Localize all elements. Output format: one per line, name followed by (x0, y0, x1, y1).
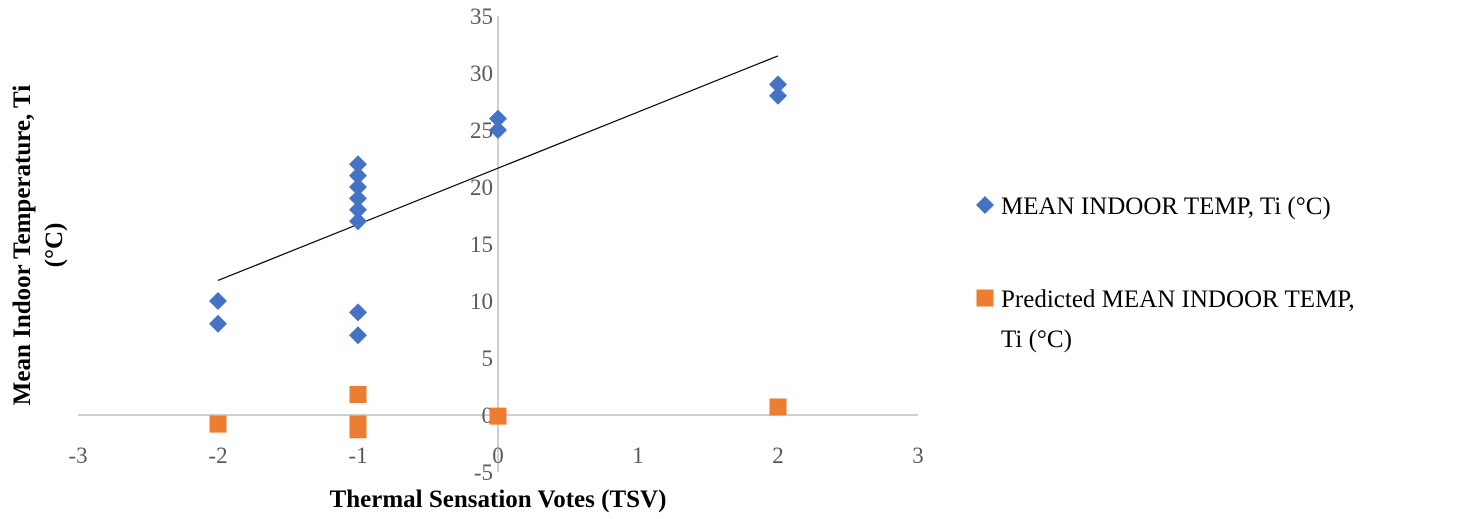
square-marker (489, 407, 507, 425)
x-tick-label: -3 (68, 443, 87, 468)
diamond-marker (349, 326, 367, 345)
trendline (217, 55, 779, 282)
x-tick-label: 0 (492, 443, 504, 468)
legend-label: Ti (°C) (1001, 326, 1072, 353)
x-axis-title: Thermal Sensation Votes (TSV) (330, 486, 667, 513)
y-tick-label: 15 (470, 232, 493, 257)
square-marker (769, 398, 787, 416)
diamond-marker (349, 166, 367, 185)
diamond-marker (769, 86, 787, 105)
diamond-marker (489, 109, 507, 128)
legend-square-marker (976, 289, 994, 307)
y-tick-label: 0 (482, 403, 494, 428)
legend-item: MEAN INDOOR TEMP, Ti (°C) (976, 193, 1331, 220)
legend-item: Predicted MEAN INDOOR TEMP, Ti (°C) (976, 286, 1355, 353)
diamond-marker (349, 178, 367, 196)
y-tick-label: 10 (470, 289, 493, 314)
diamond-marker (769, 75, 787, 94)
y-tick-label: -5 (474, 460, 493, 485)
y-axis-title-line: (°C) (41, 223, 68, 268)
diamond-marker (349, 200, 367, 219)
x-tick-label: 1 (632, 443, 644, 468)
diamond-marker (349, 155, 367, 174)
data-markers (209, 75, 787, 439)
y-tick-label: 20 (470, 175, 493, 200)
diamond-marker (349, 212, 367, 231)
square-marker (349, 421, 367, 439)
y-axis-title-line: Mean Indoor Temperature, Ti (9, 85, 36, 405)
legend-diamond-marker (976, 196, 994, 214)
diamond-marker (349, 303, 367, 322)
legend-label: Predicted MEAN INDOOR TEMP, (1001, 286, 1355, 313)
y-tick-label: 5 (482, 346, 494, 371)
y-tick-label: 25 (470, 118, 493, 143)
x-tick-label: -2 (208, 443, 227, 468)
trendline-group (217, 55, 779, 282)
square-marker (349, 385, 367, 403)
diamond-marker (209, 292, 227, 310)
x-tick-label: 2 (772, 443, 784, 468)
diamond-marker (489, 121, 507, 139)
y-tick-label: 35 (470, 4, 493, 29)
diamond-marker (349, 189, 367, 208)
x-tick-label: 3 (912, 443, 924, 468)
y-axis-title: Mean Indoor Temperature, Ti (°C) (9, 85, 68, 405)
y-tick-labels: -5 0 5 10 15 20 25 30 35 (470, 4, 493, 485)
y-tick-label: 30 (470, 61, 493, 86)
square-marker (209, 415, 227, 433)
x-tick-label: -1 (348, 443, 367, 468)
legend-label: MEAN INDOOR TEMP, Ti (°C) (1001, 193, 1331, 220)
x-tick-labels: -3 -2 -1 0 1 2 3 (68, 443, 923, 468)
diamond-marker (209, 314, 227, 333)
legend: MEAN INDOOR TEMP, Ti (°C) Predicted MEAN … (976, 193, 1355, 353)
